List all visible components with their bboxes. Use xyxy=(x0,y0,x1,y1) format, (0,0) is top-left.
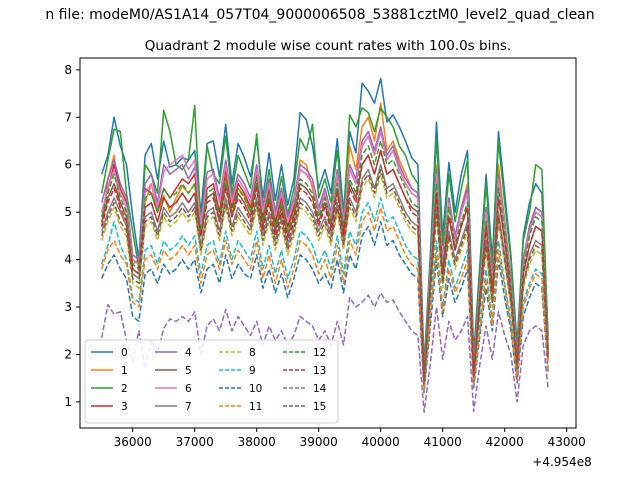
y-tick-label: 2 xyxy=(64,347,72,361)
legend-label-13: 13 xyxy=(313,365,326,377)
legend-label-5: 5 xyxy=(185,365,192,377)
series-line-8 xyxy=(100,173,549,387)
y-tick-label: 4 xyxy=(64,253,72,267)
legend-label-9: 9 xyxy=(249,365,256,377)
y-tick-label: 1 xyxy=(64,395,72,409)
legend-label-4: 4 xyxy=(185,347,192,359)
legend-label-0: 0 xyxy=(121,347,128,359)
axes-frame xyxy=(79,57,577,429)
series-layer xyxy=(100,77,549,414)
x-tick-label: 38000 xyxy=(238,435,276,449)
chart-title: Quadrant 2 module wise count rates with … xyxy=(145,38,511,54)
legend-label-8: 8 xyxy=(249,347,256,359)
y-tick-label: 6 xyxy=(64,158,72,172)
legend-label-11: 11 xyxy=(249,401,262,413)
y-tick-label: 7 xyxy=(64,110,72,124)
legend-label-1: 1 xyxy=(121,365,128,377)
series-line-15 xyxy=(100,168,549,384)
x-tick-label: 39000 xyxy=(300,435,338,449)
legend-label-7: 7 xyxy=(185,401,192,413)
legend-label-12: 12 xyxy=(313,347,326,359)
y-tick-label: 5 xyxy=(64,205,72,219)
legend-label-14: 14 xyxy=(313,383,327,395)
series-line-13 xyxy=(100,149,549,382)
x-axis: 36000 37000 38000 39000 40000 41000 42000 43000 xyxy=(114,428,586,449)
legend-frame xyxy=(84,339,339,424)
figure-suptitle: n file: modeM0/AS1A14_057T04_9000006508_… xyxy=(45,7,594,23)
legend-label-6: 6 xyxy=(185,383,192,395)
legend-label-10: 10 xyxy=(249,383,262,395)
series-line-10 xyxy=(101,220,549,394)
y-tick-label: 3 xyxy=(64,300,72,314)
x-tick-label: 41000 xyxy=(424,435,462,449)
legend-label-15: 15 xyxy=(313,401,326,413)
x-tick-label: 36000 xyxy=(114,435,152,449)
y-axis: 1 2 3 4 5 6 7 8 xyxy=(64,63,80,409)
x-tick-label: 43000 xyxy=(548,435,586,449)
x-tick-label: 42000 xyxy=(486,435,524,449)
legend-label-3: 3 xyxy=(121,401,128,413)
series-line-11 xyxy=(100,206,549,391)
y-tick-label: 8 xyxy=(64,63,72,77)
series-line-14 xyxy=(100,292,549,414)
legend-label-2: 2 xyxy=(121,383,128,395)
x-axis-offset-label: +4.954e8 xyxy=(532,455,591,469)
x-tick-label: 37000 xyxy=(176,435,214,449)
x-tick-label: 40000 xyxy=(362,435,400,449)
